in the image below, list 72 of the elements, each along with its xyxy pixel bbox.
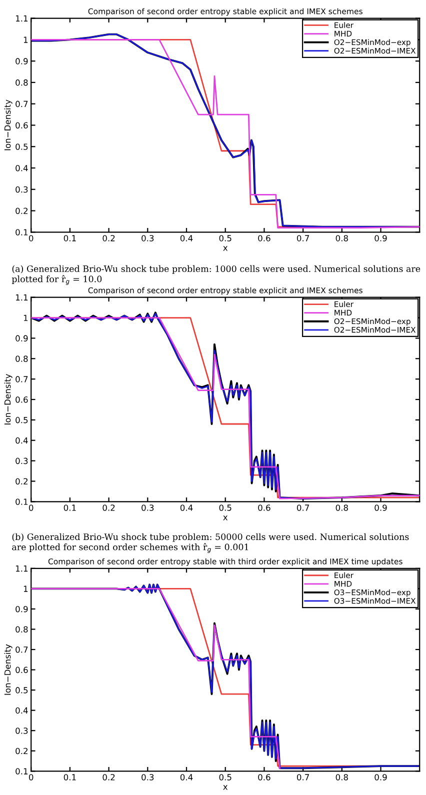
y-tick-label: 1 [24,314,28,321]
y-tick-label: 0.7 [16,646,28,653]
y-tick-label: 0.3 [16,458,28,464]
y-tick-label: 0.3 [16,728,28,734]
x-tick-label: 0.5 [219,774,232,780]
y-tick-label: 0.1 [16,229,28,236]
y-tick-label: 0.9 [16,335,28,342]
x-tick-label: 0.4 [180,235,193,242]
x-tick-label: 0.9 [374,235,387,242]
text: (a) Generalized Brio-Wu shock tube problem: 1000 cells were used. Numerical solutions are plotted for r̂$_{g}$ = 10.0 [12,265,420,285]
y-tick-label: 0.6 [16,666,28,674]
x-tick-label: 0.6 [258,504,270,511]
x-tick-label: 0.4 [180,774,193,780]
x-tick-label: 0.7 [296,504,309,511]
y-tick-label: 0.4 [16,707,28,714]
x-tick-label: 0.9 [374,774,387,780]
y-tick-label: 1.1 [16,294,28,300]
x-axis-title: x [223,785,228,790]
y-tick-label: 0.9 [16,58,28,64]
y-tick-label: 0.9 [16,606,28,612]
x-tick-label: 0.3 [142,774,154,780]
y-axis-title: Ion−Density [4,644,12,695]
x-tick-label: 0 [28,235,34,242]
x-tick-label: 0.8 [336,504,348,511]
x-tick-label: 0.1 [64,504,76,511]
x-tick-label: 0.7 [296,235,309,242]
y-tick-label: 0.6 [16,396,28,403]
line-series [31,588,280,769]
x-tick-label: 0.5 [219,504,232,511]
x-tick-label: 0.1 [64,774,76,780]
x-tick-label: 0.2 [102,504,115,511]
y-axis-title: Ion−Density [4,374,12,424]
x-tick-label: 0.5 [219,235,232,242]
x-tick-label: 0.3 [142,235,154,242]
y-axis-title: Ion−Density [4,100,12,150]
x-tick-label: 0 [28,504,34,511]
y-tick-label: 0.4 [16,437,28,444]
y-tick-label: 0.2 [16,478,28,484]
y-tick-label: 0.5 [16,416,28,424]
y-tick-label: 1 [24,36,28,43]
x-tick-label: 0.4 [180,504,193,511]
x-axis-title: x [223,246,228,251]
x-tick-label: 0.6 [258,774,270,780]
y-tick-label: 0.4 [16,164,28,172]
y-tick-label: 0.3 [16,186,28,193]
y-tick-label: 0.1 [16,498,28,505]
y-tick-label: 0.8 [16,79,28,86]
x-tick-label: 0.2 [102,774,115,780]
y-tick-label: 1.1 [16,566,28,572]
y-tick-label: 0.7 [16,376,28,382]
x-tick-label: 0.9 [374,504,387,511]
x-axis-title: x [223,516,228,520]
y-tick-label: 0.5 [16,687,28,694]
y-tick-label: 1.1 [16,15,28,22]
x-tick-label: 0.7 [296,774,309,780]
x-tick-label: 0.6 [258,235,270,242]
x-tick-label: 0.3 [142,504,154,511]
y-tick-label: 0.7 [16,100,28,108]
y-tick-label: 1 [24,586,28,592]
y-tick-label: 0.8 [16,356,28,362]
x-tick-label: 0.8 [336,774,348,780]
x-tick-label: 0.8 [336,235,348,242]
x-tick-label: 0 [28,774,34,780]
y-tick-label: 0.1 [16,768,28,774]
y-tick-label: 0.2 [16,748,28,754]
x-tick-label: 0.1 [64,235,76,242]
y-tick-label: 0.2 [16,208,28,214]
y-tick-label: 0.5 [16,144,28,150]
x-tick-label: 0.2 [102,235,115,242]
y-tick-label: 0.8 [16,626,28,633]
y-tick-label: 0.6 [16,122,28,128]
text: (b) Generalized Brio-Wu shock tube problem: 50000 cells were used. Numerical solutions are plotted for second order schemes with r̂$_{g}$ = 0.001 [12,533,409,553]
